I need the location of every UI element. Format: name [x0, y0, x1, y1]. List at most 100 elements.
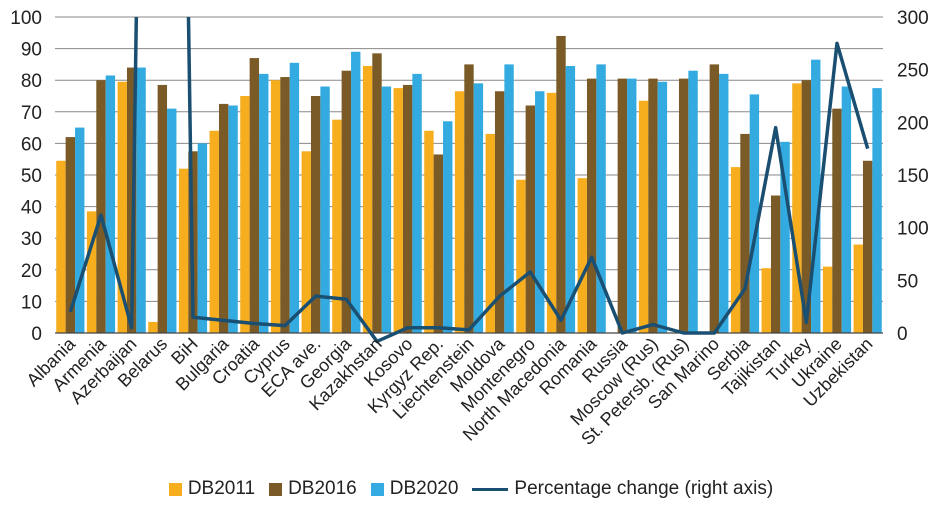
bar-db2011 [638, 100, 649, 334]
bar-db2016 [372, 53, 382, 334]
bar-db2016 [494, 91, 505, 333]
bar-db2020 [565, 65, 576, 333]
y-left-tick-label: 30 [21, 229, 42, 250]
bar-db2016 [126, 67, 137, 333]
y-left-tick-label: 70 [21, 103, 42, 124]
bar-db2011 [86, 211, 97, 333]
bar-db2020 [504, 64, 514, 334]
bar-db2011 [148, 321, 158, 333]
bar-db2016 [740, 133, 750, 333]
bar-db2020 [473, 83, 484, 333]
legend-label-db2016: DB2016 [288, 478, 357, 499]
bar-db2011 [516, 179, 526, 333]
bar-db2016 [525, 105, 536, 333]
y-left-tick-label: 40 [21, 198, 42, 219]
bar-db2020 [136, 67, 146, 333]
bar-db2011 [454, 91, 465, 333]
bar-db2016 [341, 70, 352, 333]
bar-db2020 [596, 64, 606, 334]
legend-item-db2011: DB2011 [168, 478, 256, 500]
bar-db2011 [853, 244, 863, 333]
y-left-tick-label: 90 [21, 40, 42, 61]
legend: DB2011 DB2016 DB2020 Percentage change (… [0, 478, 942, 500]
bar-db2011 [270, 80, 281, 333]
legend-item-db2016: DB2016 [269, 478, 357, 500]
bar-db2016 [157, 84, 168, 333]
bar-db2016 [770, 195, 781, 333]
bar-db2020 [381, 86, 392, 334]
bar-db2020 [320, 86, 330, 334]
y-right-tick-label: 50 [897, 271, 918, 292]
y-left-tick-label: 50 [21, 166, 42, 187]
bar-db2020 [719, 73, 729, 333]
bar-db2020 [811, 59, 821, 333]
bar-db2020 [351, 51, 361, 333]
y-left-tick-label: 0 [31, 324, 42, 345]
bar-db2016 [832, 108, 842, 333]
bar-db2016 [249, 58, 260, 334]
bar-db2020 [688, 70, 698, 333]
bar-db2016 [617, 78, 628, 334]
legend-label-db2011: DB2011 [187, 478, 256, 499]
bar-db2020 [289, 62, 300, 333]
bar-db2011 [485, 133, 495, 333]
bar-db2016 [648, 78, 658, 334]
bar-db2020 [657, 81, 668, 333]
bar-db2020 [167, 108, 177, 333]
legend-label-percentage-change: Percentage change (right axis) [514, 478, 774, 499]
legend-swatch-percentage-change [472, 487, 509, 491]
bar-db2011 [117, 81, 127, 333]
bar-db2016 [402, 84, 413, 333]
bar-db2016 [801, 80, 812, 333]
legend-swatch-db2020 [370, 482, 384, 496]
y-right-tick-label: 300 [897, 8, 929, 29]
bar-db2011 [822, 266, 833, 333]
bar-db2016 [280, 77, 290, 333]
y-right-tick-label: 200 [897, 113, 929, 134]
bar-db2016 [310, 96, 321, 333]
bar-db2011 [761, 268, 771, 333]
y-left-tick-label: 60 [21, 134, 42, 155]
bar-db2016 [709, 64, 720, 334]
bar-db2020 [412, 73, 422, 333]
bar-db2011 [577, 178, 587, 333]
bar-db2011 [393, 88, 403, 333]
bar-db2011 [362, 65, 373, 333]
y-right-tick-label: 150 [897, 166, 929, 187]
bar-db2011 [332, 119, 342, 333]
bar-db2020 [443, 121, 453, 333]
bar-db2011 [792, 83, 802, 333]
bar-db2011 [730, 167, 741, 333]
bar-db2011 [424, 130, 434, 333]
bar-db2011 [56, 160, 66, 333]
bar-db2011 [240, 96, 250, 333]
legend-item-db2020: DB2020 [370, 478, 459, 500]
bar-db2020 [228, 105, 238, 333]
bar-db2020 [780, 141, 790, 333]
bar-db2020 [841, 86, 852, 334]
percentage-change-line [68, 17, 870, 344]
y-left-tick-label: 100 [10, 8, 42, 29]
bar-db2020 [749, 94, 760, 333]
y-left-tick-label: 20 [21, 261, 42, 282]
bar-db2020 [259, 73, 269, 333]
bar-db2016 [586, 78, 597, 334]
bar-db2016 [218, 103, 229, 334]
bar-db2016 [556, 35, 566, 334]
legend-label-db2020: DB2020 [389, 478, 459, 499]
bar-db2016 [862, 160, 873, 333]
bar-db2020 [197, 143, 208, 333]
y-right-tick-label: 250 [897, 61, 929, 82]
bar-db2016 [433, 154, 444, 333]
bar-db2011 [301, 151, 311, 333]
bar-db2020 [627, 78, 637, 334]
y-right-tick-label: 0 [897, 324, 908, 345]
bar-db2016 [678, 78, 689, 334]
legend-item-percentage-change: Percentage change (right axis) [472, 478, 773, 500]
bar-db2011 [178, 168, 189, 333]
bar-db2016 [65, 137, 76, 333]
legend-swatch-db2011 [168, 482, 182, 496]
bar-db2011 [546, 92, 557, 333]
y-left-tick-label: 10 [21, 292, 42, 313]
